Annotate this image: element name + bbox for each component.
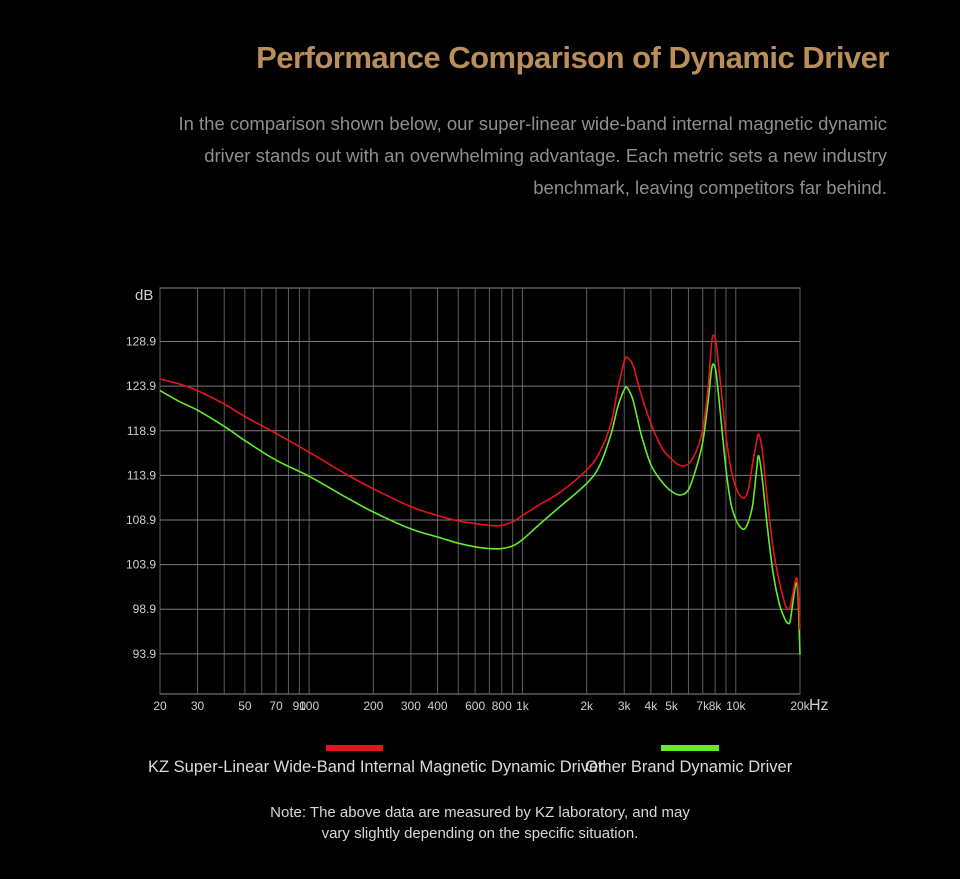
series-line-other (159, 363, 801, 655)
x-tick-label: 30 (191, 699, 205, 713)
x-tick-label: 90 (293, 699, 307, 713)
x-tick-label: 600 (465, 699, 485, 713)
x-tick-label: 50 (238, 699, 252, 713)
y-tick-label: 108.9 (126, 513, 156, 527)
x-tick-label: 100 (299, 699, 319, 713)
chart-series (159, 334, 801, 655)
x-axis-label: Hz (809, 697, 829, 714)
y-tick-label: 98.9 (133, 602, 157, 616)
footnote: Note: The above data are measured by KZ … (0, 802, 960, 844)
y-tick-label: 93.9 (133, 647, 157, 661)
y-tick-label: 113.9 (127, 468, 156, 482)
page-title: Performance Comparison of Dynamic Driver (256, 40, 889, 75)
x-tick-label: 2k (580, 699, 594, 713)
x-tick-label: 70 (269, 699, 283, 713)
footnote-line-1: Note: The above data are measured by KZ … (270, 804, 690, 821)
x-tick-label: 20k (790, 699, 810, 713)
legend-swatch-kz (326, 745, 383, 751)
x-tick-label: 4k (645, 699, 659, 713)
x-tick-label: 800 (492, 699, 512, 713)
y-axis-label: dB (135, 287, 153, 304)
y-axis-ticks: 128.9 123.9 118.9 113.9 108.9 103.9 98.9 93.9 (126, 335, 156, 661)
legend-swatch-other (661, 745, 719, 751)
x-tick-label: 3k (618, 699, 632, 713)
x-tick-label: 1k (516, 699, 530, 713)
footnote-line-2: vary slightly depending on the specific … (321, 825, 639, 842)
page-subtitle: In the comparison shown below, our super… (178, 113, 887, 198)
x-tick-label: 10k (726, 699, 746, 713)
x-tick-label: 400 (428, 699, 448, 713)
x-tick-label: 300 (401, 699, 421, 713)
y-tick-label: 123.9 (126, 379, 156, 393)
y-tick-label: 103.9 (126, 558, 156, 572)
y-tick-label: 118.9 (127, 424, 156, 438)
series-line-kz (159, 334, 801, 630)
x-tick-label: 5k (665, 699, 679, 713)
chart-grid (159, 287, 801, 695)
x-tick-label: 7k (696, 699, 710, 713)
x-tick-label: 8k (709, 699, 723, 713)
x-tick-label: 20 (153, 699, 167, 713)
chart-frame (159, 287, 801, 695)
x-tick-label: 200 (363, 699, 383, 713)
legend-label-other: Other Brand Dynamic Driver (585, 758, 793, 776)
legend-label-kz: KZ Super-Linear Wide-Band Internal Magne… (148, 758, 604, 776)
y-tick-label: 128.9 (126, 335, 156, 349)
